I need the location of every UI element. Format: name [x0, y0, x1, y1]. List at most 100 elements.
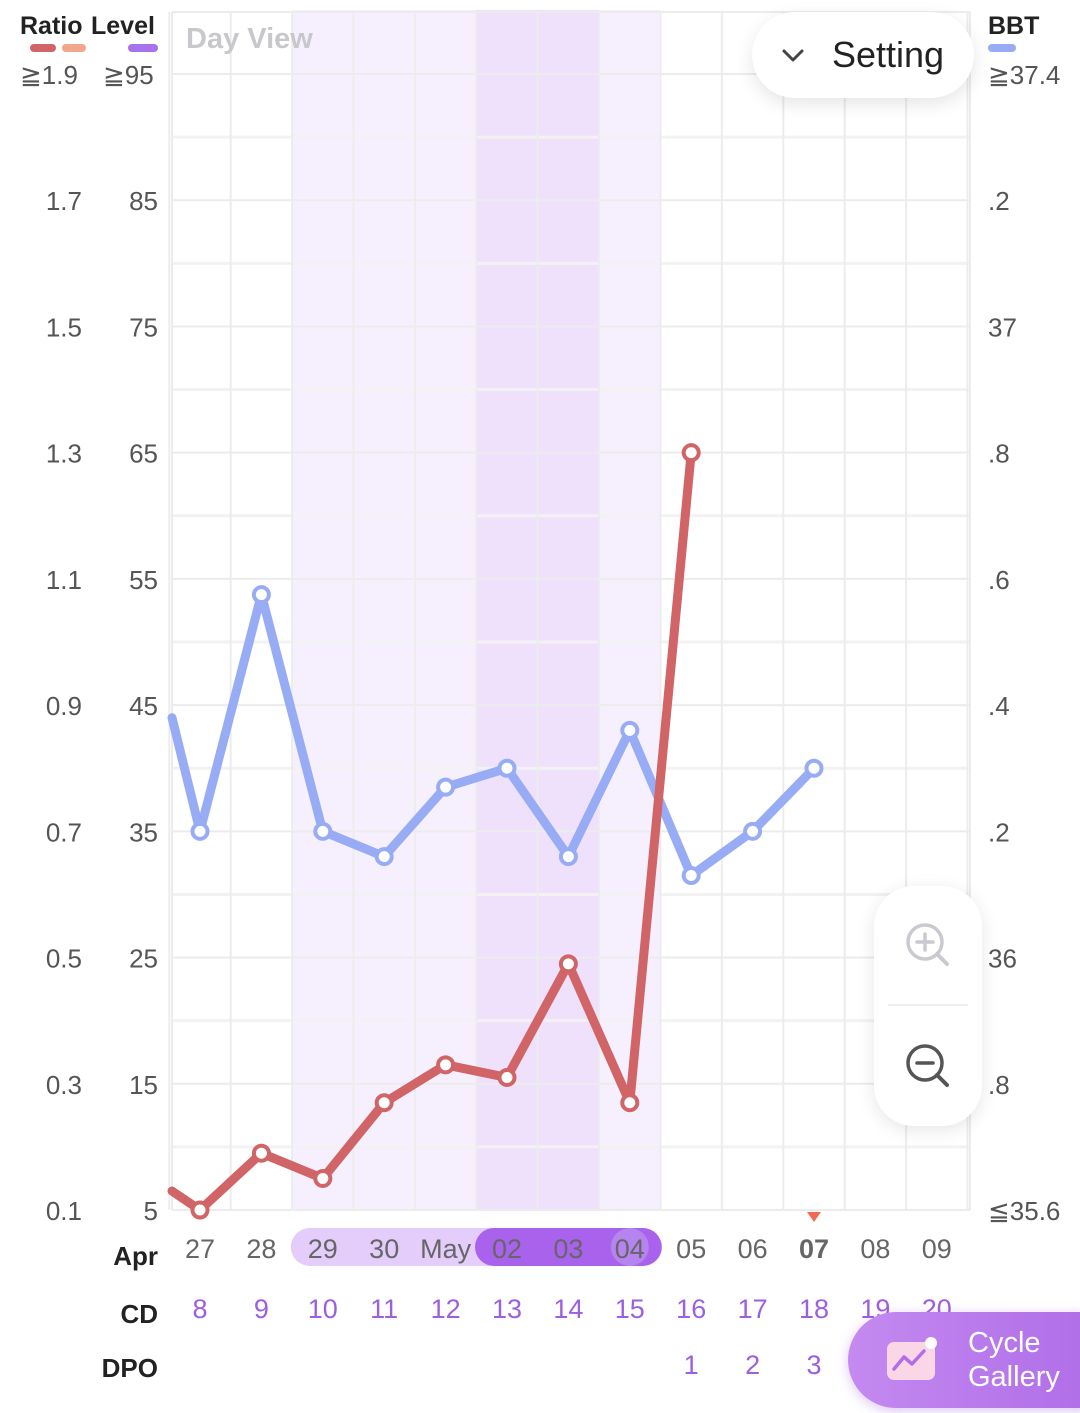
ratio-light-swatch	[62, 44, 86, 52]
bbt-point	[190, 821, 210, 841]
zoom-in-button[interactable]	[874, 886, 982, 1004]
level-tick-label: 85	[129, 186, 158, 216]
cd-label: 14	[553, 1294, 583, 1324]
bbt-tick-label: .8	[988, 1070, 1010, 1100]
date-label: May	[420, 1234, 472, 1264]
level-point	[497, 1067, 517, 1087]
level-max-label: ≧95	[103, 60, 154, 90]
level-tick-label: 35	[129, 817, 158, 847]
level-tick-label: 65	[129, 439, 158, 469]
bbt-point	[681, 866, 701, 886]
date-label: 27	[185, 1234, 215, 1264]
level-tick-label: 15	[129, 1070, 158, 1100]
ratio-tick-label: 1.3	[46, 439, 82, 469]
cd-label: 15	[615, 1294, 645, 1324]
ratio-max-label: ≧1.9	[20, 60, 78, 90]
level-point	[190, 1200, 210, 1220]
date-label: 08	[860, 1234, 890, 1264]
dpo-row-label: DPO	[102, 1353, 158, 1383]
setting-button[interactable]: Setting	[752, 12, 974, 98]
dpo-label: 3	[806, 1350, 821, 1380]
level-point	[251, 1143, 271, 1163]
month-label: Apr	[113, 1241, 158, 1271]
cd-label: 17	[738, 1294, 768, 1324]
date-label: 07	[799, 1234, 829, 1264]
level-tick-label: 75	[129, 312, 158, 342]
ratio-tick-label: 0.7	[46, 817, 82, 847]
gallery-label-1: Cycle	[968, 1327, 1041, 1359]
bbt-point	[558, 847, 578, 867]
bbt-line	[167, 590, 819, 881]
level-swatch	[128, 44, 158, 52]
level-tick-label: 25	[129, 944, 158, 974]
zoom-out-button[interactable]	[874, 1007, 982, 1125]
bbt-title: BBT	[988, 12, 1039, 40]
cd-row-label: CD	[120, 1299, 158, 1329]
bbt-max-label: ≧37.4	[988, 60, 1060, 90]
ratio-tick-label: 0.5	[46, 944, 82, 974]
date-label: 02	[492, 1234, 522, 1264]
level-line	[167, 448, 696, 1215]
bbt-point	[497, 758, 517, 778]
date-label: 05	[676, 1234, 706, 1264]
ratio-title: Ratio	[20, 12, 83, 40]
level-tick-label: 55	[129, 565, 158, 595]
dpo-label: 2	[745, 1350, 760, 1380]
bbt-tick-label: ≦35.6	[988, 1196, 1060, 1226]
level-point	[374, 1093, 394, 1113]
date-label: 04	[615, 1234, 645, 1264]
ratio-tick-label: 0.1	[46, 1196, 82, 1226]
bbt-tick-label: .6	[988, 565, 1010, 595]
level-point	[620, 1093, 640, 1113]
cycle-gallery-button[interactable]: Cycle Gallery	[848, 1312, 1080, 1408]
gallery-label-2: Gallery	[968, 1361, 1060, 1393]
date-label: 28	[246, 1234, 276, 1264]
zoom-divider	[888, 1004, 968, 1006]
level-point	[681, 443, 701, 463]
today-marker-icon	[807, 1212, 821, 1222]
ratio-swatch	[30, 44, 56, 52]
zoom-in-icon	[906, 923, 949, 966]
cd-label: 10	[308, 1294, 338, 1324]
cd-label: 8	[192, 1294, 207, 1324]
bbt-tick-label: .2	[988, 186, 1010, 216]
level-point	[436, 1055, 456, 1075]
bbt-tick-label: 37	[988, 312, 1017, 342]
last-fertile-day-marker	[610, 1228, 649, 1266]
chart-lines	[167, 443, 824, 1220]
zoom-controls	[874, 886, 982, 1126]
bbt-point	[620, 720, 640, 740]
chevron-down-icon	[782, 49, 804, 62]
cd-label: 9	[254, 1294, 269, 1324]
dpo-label: 1	[684, 1350, 699, 1380]
chart-gallery-icon	[887, 1337, 937, 1380]
bbt-tick-label: .2	[988, 817, 1010, 847]
axis-ticks: 0.1 0.3 0.5 0.7 0.9 1.1 1.3 1.5 1.7 5 15 25 35 45 55 65…	[46, 186, 1061, 1226]
level-point	[313, 1168, 333, 1188]
date-label: 06	[738, 1234, 768, 1264]
ratio-tick-label: 1.1	[46, 565, 82, 595]
level-title: Level	[91, 12, 155, 40]
level-tick-label: 45	[129, 691, 158, 721]
setting-label: Setting	[832, 34, 945, 75]
ratio-tick-label: 0.9	[46, 691, 82, 721]
cd-label: 13	[492, 1294, 522, 1324]
bbt-swatch	[988, 44, 1016, 52]
date-label: 03	[553, 1234, 583, 1264]
view-mode-label[interactable]: Day View	[186, 23, 313, 55]
cd-label: 12	[431, 1294, 461, 1324]
cd-label: 18	[799, 1294, 829, 1324]
ratio-tick-label: 0.3	[46, 1070, 82, 1100]
date-label: 29	[308, 1234, 338, 1264]
ratio-tick-label: 1.5	[46, 312, 82, 342]
bbt-point	[251, 585, 271, 605]
bbt-tick-label: 36	[988, 944, 1017, 974]
bbt-tick-label: .8	[988, 439, 1010, 469]
date-label: 09	[922, 1234, 952, 1264]
date-label: 30	[369, 1234, 399, 1264]
cd-label: 11	[370, 1294, 398, 1324]
bbt-tick-label: .4	[988, 691, 1010, 721]
bbt-point	[374, 847, 394, 867]
bbt-point	[313, 821, 333, 841]
